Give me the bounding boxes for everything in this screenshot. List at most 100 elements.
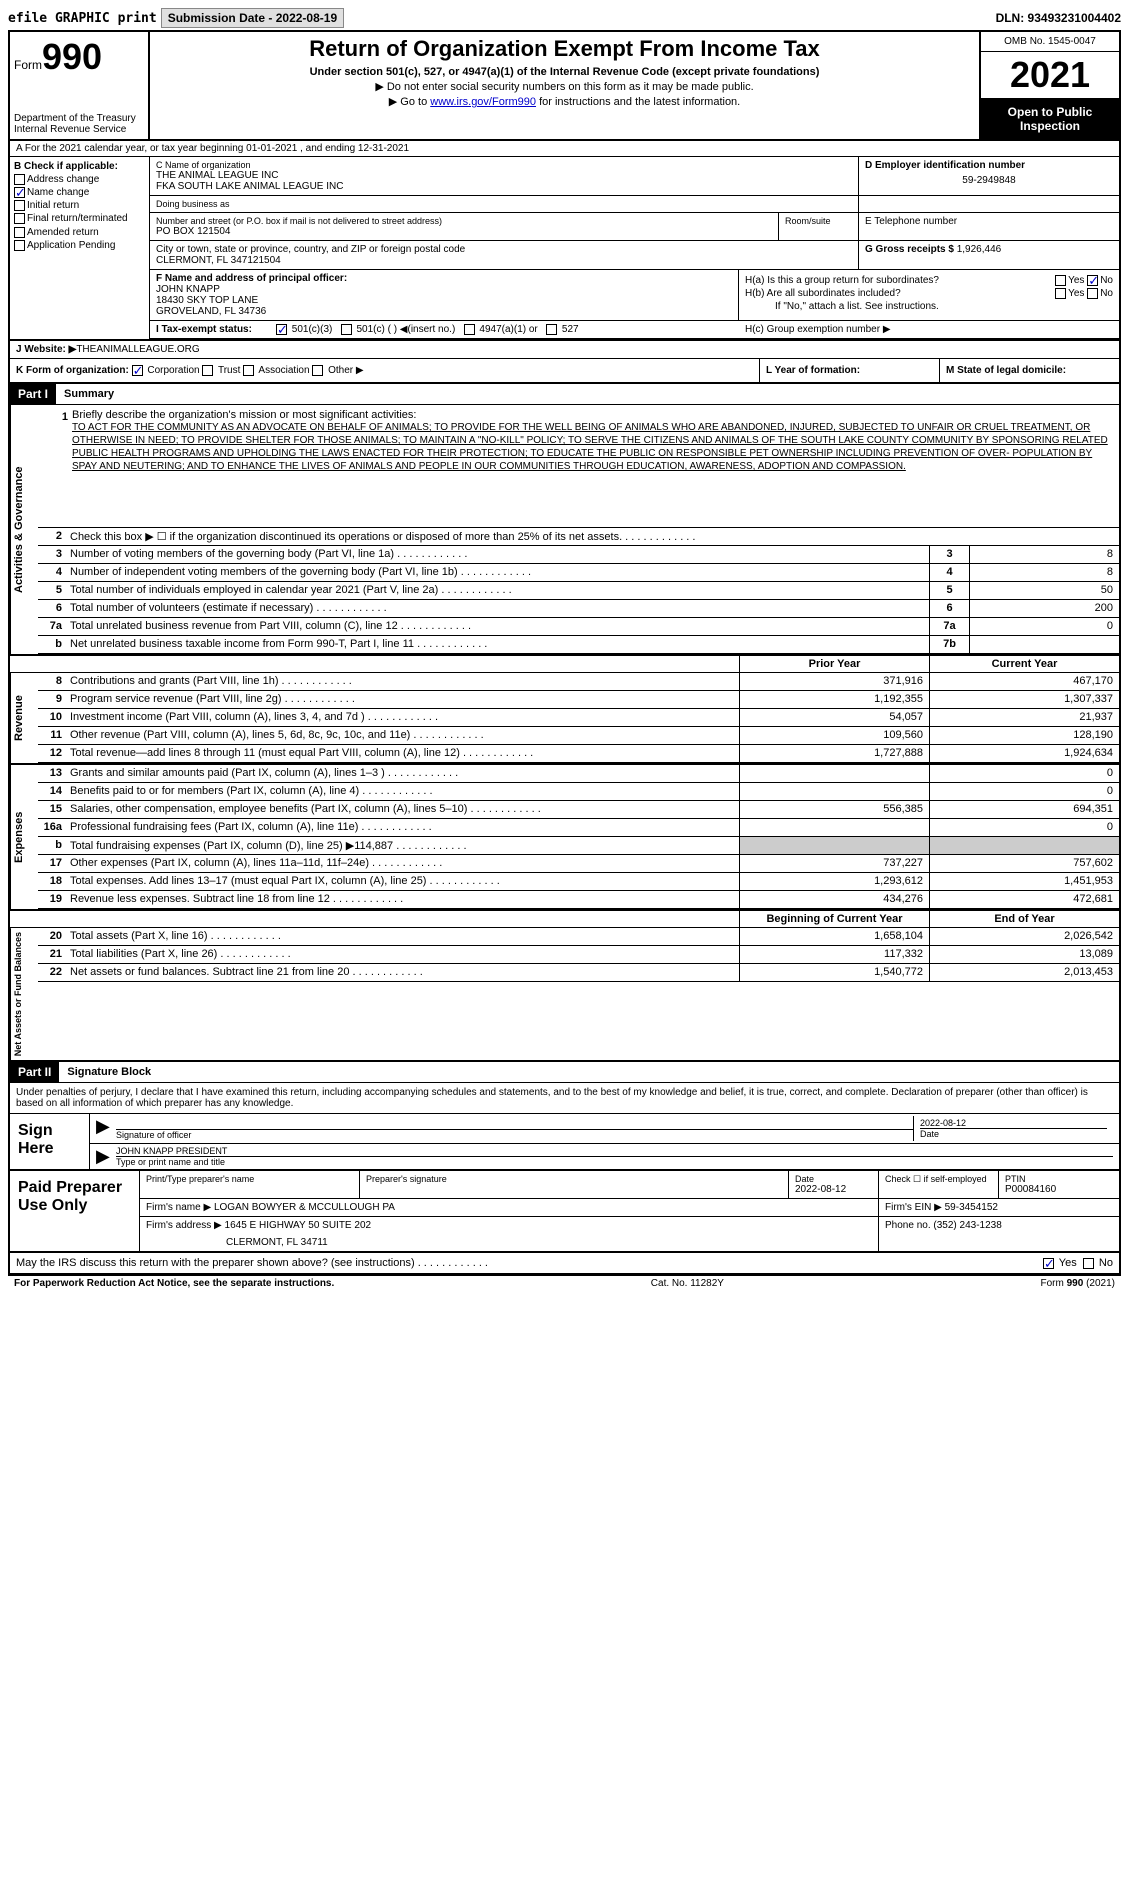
preparer-label: Paid Preparer Use Only [10, 1171, 140, 1251]
hb-no[interactable] [1087, 288, 1098, 299]
expense-content: 13 Grants and similar amounts paid (Part… [38, 765, 1119, 909]
sig-arrow-icon: ▶ [96, 1116, 116, 1141]
sig-arrow-icon: ▶ [96, 1146, 116, 1167]
cell-gross-receipts: G Gross receipts $ 1,926,446 [859, 241, 1119, 269]
cell-dba-right [859, 196, 1119, 212]
cell-org-name: C Name of organization THE ANIMAL LEAGUE… [150, 157, 859, 195]
row-val: 8 [969, 546, 1119, 563]
chk-application-pending[interactable]: Application Pending [14, 240, 145, 251]
footer: For Paperwork Reduction Act Notice, see … [8, 1276, 1121, 1291]
row-val: 0 [969, 618, 1119, 635]
chk-other[interactable] [312, 365, 323, 376]
row-curr: 21,937 [929, 709, 1119, 726]
phone-label: E Telephone number [865, 216, 1113, 227]
header-right: OMB No. 1545-0047 2021 Open to Public In… [979, 32, 1119, 139]
row-prior: 54,057 [739, 709, 929, 726]
data-row: 14 Benefits paid to or for members (Part… [38, 783, 1119, 801]
chk-association[interactable] [243, 365, 254, 376]
chk-amended-return[interactable]: Amended return [14, 227, 145, 238]
row-city: City or town, state or province, country… [150, 241, 1119, 270]
footer-right: Form 990 (2021) [1041, 1278, 1115, 1289]
ha-no[interactable] [1087, 275, 1098, 286]
irs-label: Internal Revenue Service [14, 124, 144, 135]
row-desc: Revenue less expenses. Subtract line 18 … [66, 891, 739, 908]
data-row: 8 Contributions and grants (Part VIII, l… [38, 673, 1119, 691]
discuss-no[interactable] [1083, 1258, 1094, 1269]
row-desc: Check this box ▶ ☐ if the organization d… [66, 528, 1119, 545]
row-box: 4 [929, 564, 969, 581]
mission-label: Briefly describe the organization's miss… [72, 409, 1113, 421]
governance-row: 3 Number of voting members of the govern… [38, 546, 1119, 564]
cell-tax-status: 501(c)(3) 501(c) ( ) ◀(insert no.) 4947(… [270, 321, 739, 338]
side-revenue: Revenue [10, 673, 38, 763]
sig-officer-cell: Signature of officer [116, 1116, 913, 1141]
form-note1: ▶ Do not enter social security numbers o… [158, 80, 971, 93]
section-b: B Check if applicable: Address change Na… [10, 157, 150, 339]
prior-year-header: Prior Year [739, 656, 929, 672]
row-curr: 694,351 [929, 801, 1119, 818]
chk-trust[interactable] [202, 365, 213, 376]
data-row: 17 Other expenses (Part IX, column (A), … [38, 855, 1119, 873]
row-curr: 467,170 [929, 673, 1119, 690]
boy-header: Beginning of Current Year [739, 911, 929, 927]
section-b-label: B Check if applicable: [14, 161, 145, 172]
row-num: 6 [38, 600, 66, 617]
ha-yes[interactable] [1055, 275, 1066, 286]
top-bar: efile GRAPHIC print Submission Date - 20… [8, 8, 1121, 28]
chk-initial-return[interactable]: Initial return [14, 200, 145, 211]
mission-num: 1 [44, 409, 72, 523]
row-prior [739, 783, 929, 800]
preparer-row: Paid Preparer Use Only Print/Type prepar… [10, 1171, 1119, 1253]
governance-row: 6 Total number of volunteers (estimate i… [38, 600, 1119, 618]
row-val: 200 [969, 600, 1119, 617]
ein-label: D Employer identification number [865, 160, 1113, 171]
sign-here-row: Sign Here ▶ Signature of officer 2022-08… [10, 1114, 1119, 1171]
row-num: 13 [38, 765, 66, 782]
row-prior: 1,658,104 [739, 928, 929, 945]
part-ii-header: Part II Signature Block [10, 1060, 1119, 1083]
org-name: THE ANIMAL LEAGUE INC [156, 170, 852, 181]
prep-self-label: Check ☐ if self-employed [885, 1174, 992, 1185]
part-i-header: Part I Summary [10, 384, 1119, 405]
hb-yes[interactable] [1055, 288, 1066, 299]
form-header: Form990 Department of the Treasury Inter… [10, 32, 1119, 141]
row-num: 20 [38, 928, 66, 945]
ein-value: 59-2949848 [865, 171, 1113, 186]
row-box: 3 [929, 546, 969, 563]
row-prior [739, 837, 929, 854]
cell-m: M State of legal domicile: [939, 359, 1119, 382]
irs-link[interactable]: www.irs.gov/Form990 [430, 96, 536, 108]
l-label: L Year of formation: [766, 365, 860, 376]
row-desc: Total expenses. Add lines 13–17 (must eq… [66, 873, 739, 890]
row-num: 2 [38, 528, 66, 545]
chk-527[interactable] [546, 324, 557, 335]
chk-address-change[interactable]: Address change [14, 174, 145, 185]
data-row: 9 Program service revenue (Part VIII, li… [38, 691, 1119, 709]
submission-date-button[interactable]: Submission Date - 2022-08-19 [161, 8, 344, 28]
chk-501c3[interactable] [276, 324, 287, 335]
form-no: 990 [42, 36, 102, 77]
row-desc: Salaries, other compensation, employee b… [66, 801, 739, 818]
row-num: 4 [38, 564, 66, 581]
cell-h: H(a) Is this a group return for subordin… [739, 270, 1119, 320]
chk-4947[interactable] [464, 324, 475, 335]
chk-name-change[interactable]: Name change [14, 187, 145, 198]
website-value: THEANIMALLEAGUE.ORG [76, 344, 199, 355]
dept-label: Department of the Treasury [14, 113, 144, 124]
addr-label: Number and street (or P.O. box if mail i… [156, 216, 772, 226]
row-box: 5 [929, 582, 969, 599]
discuss-text: May the IRS discuss this return with the… [16, 1257, 488, 1269]
part-i-title: Summary [56, 388, 114, 400]
row-prior: 117,332 [739, 946, 929, 963]
cell-room: Room/suite [779, 213, 859, 240]
cell-l: L Year of formation: [759, 359, 939, 382]
row-desc: Number of voting members of the governin… [66, 546, 929, 563]
part-ii-label: Part II [10, 1062, 59, 1082]
discuss-yes[interactable] [1043, 1258, 1054, 1269]
note2-pre: ▶ Go to [389, 96, 430, 108]
discuss-yesno: Yes No [1043, 1257, 1113, 1269]
chk-final-return[interactable]: Final return/terminated [14, 213, 145, 224]
chk-label: Amended return [27, 227, 99, 238]
chk-501c[interactable] [341, 324, 352, 335]
chk-corporation[interactable] [132, 365, 143, 376]
